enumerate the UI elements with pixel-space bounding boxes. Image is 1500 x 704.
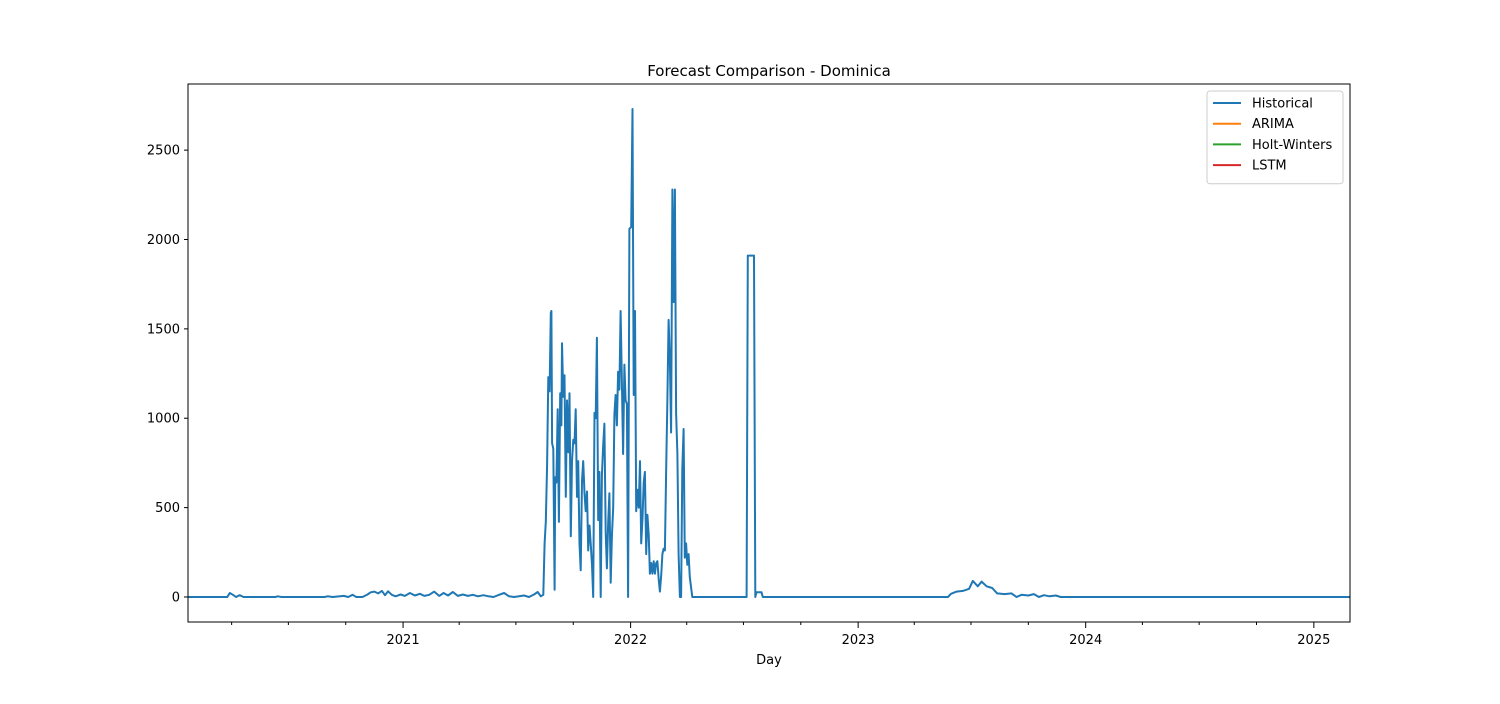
x-tick-label: 2022 [614, 633, 647, 648]
legend-box [1206, 90, 1344, 185]
y-tick-label: 2000 [147, 233, 180, 248]
y-tick-label: 1000 [147, 412, 180, 427]
x-tick-label: 2021 [387, 633, 420, 648]
legend-label: Holt-Winters [1252, 138, 1332, 153]
x-axis-label: Day [756, 653, 782, 668]
series-line-historical [188, 108, 1350, 598]
y-tick-label: 500 [155, 501, 180, 516]
plot-area: 0 500 1000 1500 2000 2500 2021 2022 2023 2024 2025 [147, 83, 1351, 648]
y-tick-label: 1500 [147, 322, 180, 337]
plot-frame [187, 83, 1351, 623]
x-tick-label: 2023 [842, 633, 875, 648]
y-tick-label: 0 [172, 590, 180, 605]
legend-label: ARIMA [1252, 117, 1294, 132]
y-tick-label: 2500 [147, 144, 180, 159]
legend: Historical ARIMA Holt-Winters LSTM [1206, 90, 1344, 185]
x-tick-label: 2024 [1069, 633, 1102, 648]
legend-label: LSTM [1252, 159, 1287, 174]
chart-title: Forecast Comparison - Dominica [647, 62, 891, 80]
x-tick-label: 2025 [1297, 633, 1330, 648]
legend-label: Historical [1252, 97, 1313, 112]
